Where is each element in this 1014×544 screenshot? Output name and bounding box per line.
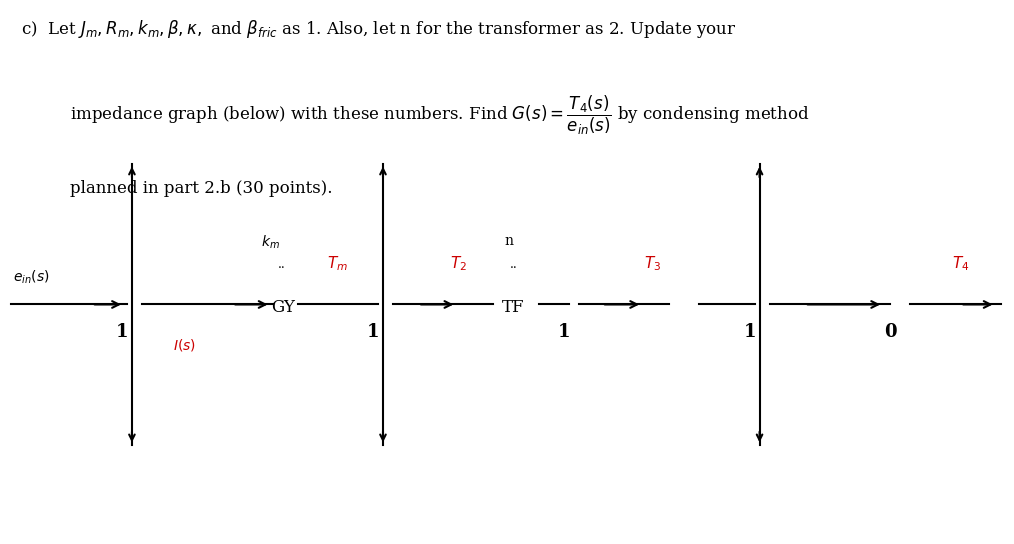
- Text: impedance graph (below) with these numbers. Find $G(s) = \dfrac{T_4(s)}{e_{in}(s: impedance graph (below) with these numbe…: [70, 94, 809, 137]
- Text: $T_2$: $T_2$: [450, 255, 466, 273]
- Text: 1: 1: [367, 323, 379, 341]
- Text: 0: 0: [884, 323, 896, 341]
- Text: n: n: [504, 233, 513, 248]
- Text: ··: ··: [510, 262, 517, 275]
- Text: 1: 1: [743, 323, 755, 341]
- Text: 1: 1: [558, 323, 570, 341]
- Text: GY: GY: [271, 299, 294, 316]
- Text: c)  Let $J_m, R_m, k_m, \beta, \kappa,$ and $\beta_{fric}$ as 1. Also, let n for: c) Let $J_m, R_m, k_m, \beta, \kappa,$ a…: [21, 17, 737, 40]
- Text: planned in part 2.b (30 points).: planned in part 2.b (30 points).: [70, 180, 333, 197]
- Text: TF: TF: [502, 299, 525, 316]
- Text: $T_m$: $T_m$: [328, 255, 348, 273]
- Text: $I(s)$: $I(s)$: [172, 337, 196, 353]
- Text: $T_3$: $T_3$: [644, 255, 661, 273]
- Text: 1: 1: [116, 323, 128, 341]
- Text: $T_4$: $T_4$: [952, 255, 969, 273]
- Text: ··: ··: [278, 262, 285, 275]
- Text: $k_m$: $k_m$: [261, 233, 280, 251]
- Text: $e_{in}(s)$: $e_{in}(s)$: [13, 269, 50, 286]
